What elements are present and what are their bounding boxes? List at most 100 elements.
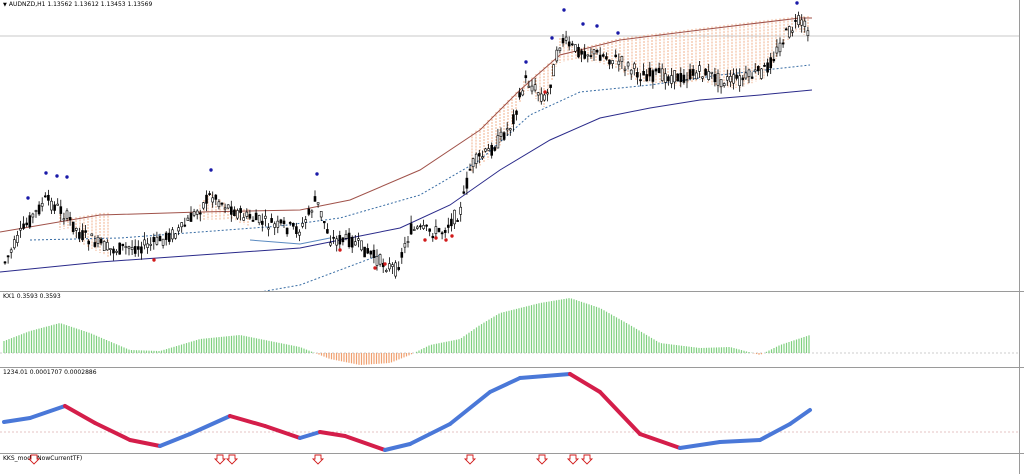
candle-body <box>335 238 339 246</box>
candle-body <box>474 153 478 164</box>
candle-body <box>19 228 22 231</box>
candle-body <box>468 168 472 171</box>
candle-body <box>50 200 53 211</box>
fractal-dot-down <box>383 262 387 266</box>
candle-body <box>372 249 376 258</box>
oscillator-canvas[interactable] <box>0 368 1020 454</box>
candle-body <box>65 210 69 219</box>
oscillator-segment <box>228 414 267 428</box>
price-axis[interactable] <box>1019 0 1024 291</box>
oscillator-pane[interactable]: 1234.01 0.0001707 0.0002886 <box>0 368 1024 454</box>
oscillator-segment <box>448 390 492 426</box>
candle-body <box>763 64 766 67</box>
candle-body <box>301 223 304 227</box>
candle-body <box>570 43 574 46</box>
candle-body <box>158 236 162 242</box>
signal-down-arrow <box>27 454 41 465</box>
candle-body <box>648 67 652 77</box>
signal-down-arrow <box>535 454 549 465</box>
candle-body <box>90 233 94 237</box>
fractal-dot-up <box>55 174 59 178</box>
candle-body <box>106 242 109 251</box>
short-blue-line <box>249 237 331 245</box>
candle-body <box>443 230 447 233</box>
candle-body <box>580 50 583 55</box>
candle-body <box>797 15 800 26</box>
candle-body <box>316 202 320 205</box>
candle-body <box>806 30 810 36</box>
candle-body <box>629 69 633 75</box>
candle-body <box>195 210 199 215</box>
price-chart-canvas[interactable] <box>0 0 1020 292</box>
candle-body <box>291 222 295 227</box>
candle-body <box>68 217 72 221</box>
candle-body <box>462 191 466 194</box>
candle-body <box>732 74 735 84</box>
fractal-dot-down <box>434 236 438 240</box>
kx1-indicator-pane[interactable]: KX1 0.3593 0.3593 <box>0 292 1024 368</box>
candle-body <box>561 38 565 44</box>
signal-down-arrow <box>213 454 227 465</box>
midline-dotted <box>29 64 811 241</box>
candle-body <box>484 148 487 152</box>
candle-body <box>189 212 193 222</box>
candle-body <box>601 54 605 57</box>
candle-body <box>729 76 732 83</box>
candle-body <box>651 70 655 82</box>
candle-body <box>257 215 261 224</box>
candle-body <box>62 218 66 221</box>
fractal-dot-up <box>595 24 599 28</box>
candle-body <box>558 47 562 52</box>
candle-body <box>59 206 63 214</box>
candle-body <box>118 242 121 255</box>
candle-body <box>304 219 308 223</box>
fractal-dot-down <box>338 248 342 252</box>
candle-body <box>43 195 47 198</box>
fractal-dot-up <box>44 171 48 175</box>
candle-body <box>549 84 552 88</box>
candle-body <box>744 72 748 79</box>
candle-body <box>242 217 245 221</box>
signal-axis[interactable] <box>1019 454 1024 474</box>
kx1-histogram-canvas[interactable] <box>0 292 1020 368</box>
candle-body <box>288 222 292 224</box>
candle-body <box>270 218 273 223</box>
candle-body <box>78 232 81 239</box>
candle-body <box>623 68 627 71</box>
candle-body <box>425 224 428 227</box>
main-price-pane[interactable]: ▼ AUDNZD,H1 1.13562 1.13612 1.13453 1.135… <box>0 0 1024 292</box>
candle-body <box>273 223 277 228</box>
candle-body <box>202 202 205 209</box>
oscillator-axis[interactable] <box>1019 368 1024 453</box>
candle-body <box>617 60 621 65</box>
kx1-axis[interactable] <box>1019 292 1024 367</box>
candle-body <box>375 256 379 266</box>
candle-body <box>208 193 211 195</box>
candle-body <box>332 236 335 239</box>
candle-body <box>694 72 698 80</box>
signal-arrows-canvas[interactable] <box>0 454 1020 474</box>
candle-body <box>143 239 146 246</box>
candle-body <box>400 252 404 258</box>
candle-body <box>456 220 459 222</box>
candle-body <box>344 233 348 239</box>
dropdown-triangle-icon[interactable]: ▼ <box>3 2 7 8</box>
candle-body <box>260 220 264 225</box>
candle-body <box>735 74 738 79</box>
candle-body <box>657 67 661 74</box>
oscillator-label: 1234.01 0.0001707 0.0002886 <box>3 369 97 376</box>
candle-body <box>360 240 363 251</box>
candle-body <box>322 221 326 224</box>
candle-body <box>31 213 35 218</box>
signal-pane[interactable]: KKS_mod3(NowCurrentTF) <box>0 454 1024 474</box>
candle-body <box>453 209 456 225</box>
candle-body <box>431 235 435 239</box>
candle-body <box>164 232 168 240</box>
candle-body <box>660 68 664 81</box>
candle-body <box>279 219 283 224</box>
candle-body <box>313 196 317 202</box>
candle-body <box>251 219 255 222</box>
candle-body <box>121 243 125 247</box>
candle-body <box>245 211 249 217</box>
candle-body <box>192 211 196 216</box>
